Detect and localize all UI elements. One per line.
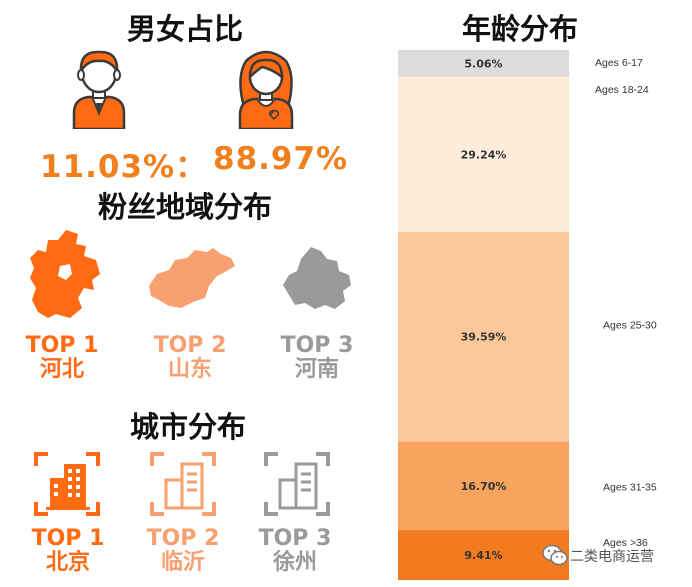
building-icon [34,452,100,516]
age-segment-4 [398,441,569,531]
city-rank-2-name: 临沂 [160,550,205,575]
male-percentage: 11.03%： [40,149,208,185]
age-segment-1-value: 5.06% [464,57,502,70]
region-rank-3-label: TOP 3 [280,333,354,358]
city-rank-2-label: TOP 2 [146,526,220,551]
region-title: 粉丝地域分布 [97,190,272,224]
age-segment-3 [398,231,569,442]
region-rank-3: TOP 3 河南 [262,334,372,382]
city-rank-3: TOP 3 徐州 [240,527,350,575]
building-icon [264,452,330,516]
city-rank-3-name: 徐州 [272,550,317,575]
age-segment-5 [398,530,569,580]
age-segment-4-value: 16.70% [461,480,507,493]
age-segment-3-value: 39.59% [461,331,507,344]
city-title: 城市分布 [129,410,246,444]
age-segment-1-category: Ages 6-17 [595,57,643,69]
henan-map-icon [281,245,353,311]
gender-title: 男女占比 [126,12,243,46]
city-rank-1-label: TOP 1 [31,526,105,551]
building-icon [150,452,216,516]
hebei-map-icon [26,228,106,320]
city-rank-3-label: TOP 3 [258,526,332,551]
watermark-text: 二类电商运营 [570,549,654,565]
female-percentage: 88.97% [213,141,349,177]
city-rank-2: TOP 2 临沂 [128,527,238,575]
region-rank-1-label: TOP 1 [25,333,99,358]
age-segment-2 [398,76,569,232]
shandong-map-icon [147,246,237,310]
age-chart-title: 年龄分布 [461,12,578,46]
city-rank-1-name: 北京 [45,550,90,575]
age-segment-5-value: 9.41% [464,549,502,562]
region-rank-2-label: TOP 2 [153,333,227,358]
age-segment-1 [398,50,569,77]
age-segment-2-value: 29.24% [461,148,507,161]
city-rank-1: TOP 1 北京 [13,527,123,575]
age-segment-2-category: Ages 18-24 [595,84,649,96]
region-rank-2: TOP 2 山东 [135,334,245,382]
male-avatar-icon [66,47,132,129]
region-rank-1-name: 河北 [39,357,84,382]
female-avatar-icon [232,47,300,129]
wechat-icon [542,544,568,566]
age-segment-5-category: Ages >36 [603,537,648,549]
age-segment-4-category: Ages 31-35 [603,481,657,493]
region-rank-1: TOP 1 河北 [7,334,117,382]
region-rank-2-name: 山东 [167,357,212,382]
age-segment-3-category: Ages 25-30 [603,319,657,331]
region-rank-3-name: 河南 [294,357,339,382]
